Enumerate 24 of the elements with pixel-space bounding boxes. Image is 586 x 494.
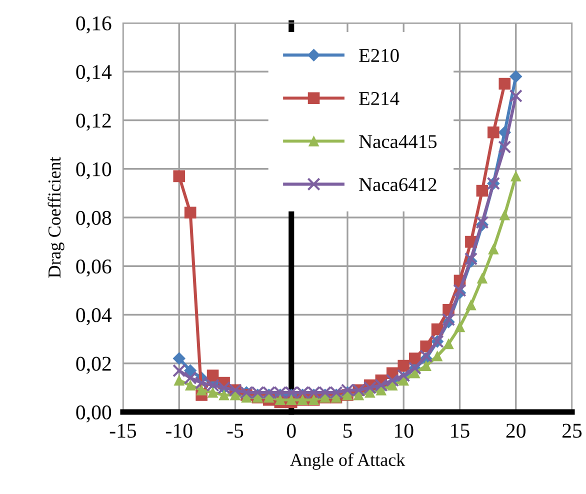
y-tick-label: 0,02: [76, 356, 111, 374]
x-tick-label: -15: [110, 424, 136, 438]
y-tick-label: 0,14: [76, 65, 112, 82]
x-tick-label: 15: [451, 424, 470, 438]
y-tick-label: 0,06: [76, 260, 112, 277]
y-tick-label: 0,12: [76, 114, 111, 131]
legend-label: E214: [359, 92, 400, 105]
x-axis-title: Angle of Attack: [290, 453, 406, 470]
x-tick-label: 0: [286, 424, 296, 438]
y-tick-label: 0,16: [76, 16, 112, 34]
y-tick-label: 0,04: [76, 308, 112, 326]
legend-label: Naca6412: [359, 178, 436, 192]
x-tick-label: -5: [227, 424, 244, 438]
x-tick-label: 10: [395, 424, 414, 438]
y-axis-title: Drag Coefficient: [48, 156, 64, 278]
legend-label: E210: [359, 48, 399, 62]
legend-label: Naca4415: [359, 135, 437, 148]
y-tick-label: 0,08: [76, 210, 112, 228]
y-tick-label: 0,10: [76, 162, 112, 180]
x-tick-label: -10: [166, 424, 192, 438]
x-tick-label: 5: [344, 424, 352, 438]
x-tick-label: 20: [506, 424, 526, 438]
x-tick-label: 25: [562, 424, 582, 438]
y-tick-label: 0,00: [76, 405, 112, 422]
